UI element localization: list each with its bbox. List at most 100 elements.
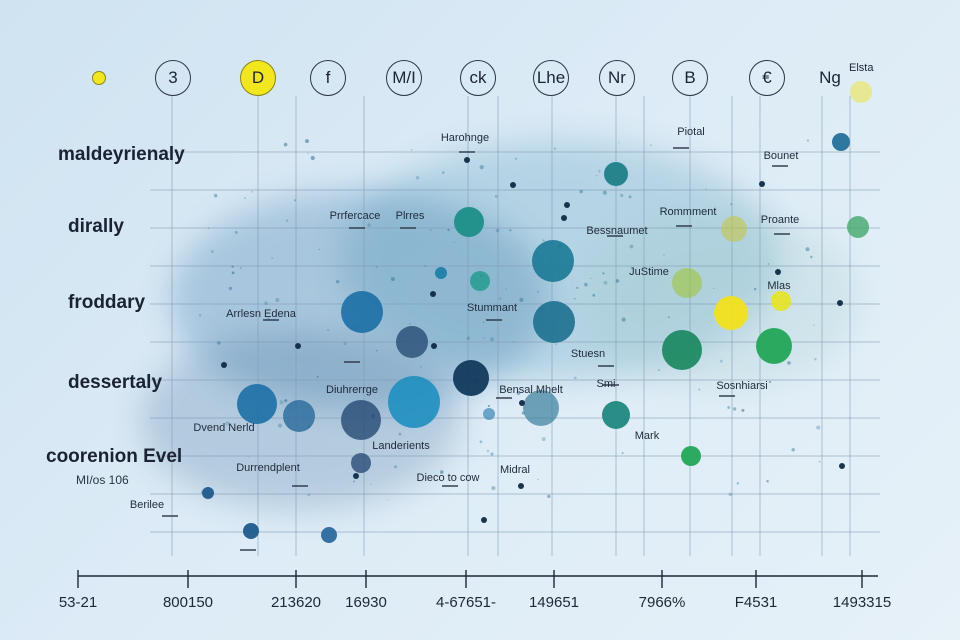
speck-dot bbox=[629, 244, 634, 249]
data-point-small bbox=[481, 517, 487, 523]
annotation-label: Rommment bbox=[659, 206, 717, 218]
speck-dot bbox=[225, 421, 230, 426]
speck-dot bbox=[736, 482, 740, 485]
speck-dot bbox=[441, 171, 445, 174]
speck-dot bbox=[667, 316, 670, 319]
annotation-label: Proante bbox=[760, 214, 800, 226]
data-bubble bbox=[243, 523, 259, 539]
data-bubble bbox=[662, 330, 702, 370]
speck-dot bbox=[316, 375, 319, 378]
speck-dot bbox=[663, 254, 665, 256]
speck-dot bbox=[376, 349, 378, 352]
speck-dot bbox=[719, 359, 723, 363]
speck-dot bbox=[621, 452, 624, 455]
speck-dot bbox=[805, 247, 810, 252]
speck-dot bbox=[553, 147, 557, 150]
speck-dot bbox=[278, 423, 283, 428]
speck-dot bbox=[285, 219, 289, 222]
speck-dot bbox=[741, 408, 745, 412]
grid-lines bbox=[150, 96, 880, 556]
speck-dot bbox=[537, 290, 539, 293]
annotation-label: Stuesn bbox=[570, 348, 606, 360]
speck-dot bbox=[574, 298, 576, 300]
speck-dot bbox=[579, 189, 583, 194]
speck-dot bbox=[482, 321, 485, 324]
speck-dot bbox=[490, 452, 494, 456]
speck-dot bbox=[584, 282, 588, 287]
speck-dot bbox=[813, 324, 815, 326]
x-tick-label: 16930 bbox=[345, 594, 387, 611]
annotation-label: JuStime bbox=[629, 266, 669, 278]
data-bubble bbox=[453, 360, 489, 396]
data-bubble bbox=[523, 390, 559, 426]
data-point-small bbox=[518, 483, 524, 489]
annotation-label: Plrres bbox=[395, 210, 425, 222]
speck-dot bbox=[615, 279, 620, 283]
x-tick-label: 1493315 bbox=[832, 594, 892, 611]
data-bubble bbox=[321, 527, 337, 543]
speck-dot bbox=[516, 391, 521, 395]
speck-dot bbox=[213, 193, 218, 198]
column-header-badge: 3 bbox=[155, 60, 191, 96]
speck-dot bbox=[810, 255, 813, 259]
speck-dot bbox=[519, 297, 524, 302]
speck-dot bbox=[712, 287, 715, 290]
speck-dot bbox=[698, 388, 701, 391]
speck-dot bbox=[398, 432, 402, 436]
data-point-small bbox=[775, 269, 781, 275]
corner-label: Elsta bbox=[849, 62, 874, 74]
speck-dot bbox=[420, 366, 422, 368]
speck-dot bbox=[439, 470, 444, 474]
x-tick-label: 53-21 bbox=[58, 594, 98, 611]
row-label: maldeyrienaly bbox=[58, 144, 185, 165]
annotation-label: Dvend Nerld bbox=[193, 422, 255, 434]
speck-dot bbox=[453, 241, 456, 243]
speck-dot bbox=[390, 277, 396, 282]
x-axis bbox=[77, 570, 878, 588]
annotation-label: Bessnaumet bbox=[586, 225, 648, 237]
speck-dot bbox=[576, 286, 579, 289]
column-header-badge: f bbox=[310, 60, 346, 96]
speck-dot bbox=[509, 228, 512, 232]
speck-dot bbox=[598, 169, 601, 173]
speck-dot bbox=[816, 425, 821, 430]
speck-dot bbox=[753, 287, 757, 291]
speck-dot bbox=[415, 176, 420, 180]
speck-dot bbox=[447, 228, 450, 231]
speck-dot bbox=[271, 257, 273, 259]
column-header-badge: D bbox=[240, 60, 276, 96]
annotation-label: Berilee bbox=[129, 499, 165, 511]
annotation-label: Durrendplent bbox=[236, 462, 300, 474]
data-point-small bbox=[295, 343, 301, 349]
speck-dot bbox=[479, 440, 483, 444]
data-bubble bbox=[237, 384, 277, 424]
speck-dot bbox=[387, 498, 390, 501]
speck-dot bbox=[732, 407, 737, 411]
data-point-small bbox=[353, 473, 359, 479]
data-point-small bbox=[759, 181, 765, 187]
speck-dot bbox=[482, 337, 485, 339]
speck-dot bbox=[479, 165, 484, 170]
row-sub-label: MI/os 106 bbox=[76, 473, 129, 487]
annotation-label: Sosnhiarsi bbox=[716, 380, 768, 392]
data-point-small bbox=[431, 343, 437, 349]
speck-dot bbox=[231, 265, 234, 268]
annotation-label: Harohnge bbox=[440, 132, 490, 144]
annotation-label: Midral bbox=[500, 464, 530, 476]
speck-dot bbox=[217, 341, 221, 345]
speck-dot bbox=[657, 369, 660, 372]
data-bubble bbox=[470, 271, 490, 291]
data-bubble bbox=[396, 326, 428, 358]
data-bubble bbox=[771, 291, 791, 311]
bubble-series bbox=[162, 81, 872, 551]
annotation-label: Dieco to cow bbox=[416, 472, 480, 484]
speck-dot bbox=[487, 404, 491, 408]
speck-dot bbox=[305, 139, 309, 144]
column-header-badge: Ng bbox=[819, 68, 841, 87]
data-point-small bbox=[564, 202, 570, 208]
data-bubble bbox=[483, 408, 495, 420]
speck-dot bbox=[592, 293, 596, 297]
speck-dot bbox=[367, 223, 371, 228]
column-header-badge: ck bbox=[460, 60, 496, 96]
speck-dot bbox=[251, 190, 254, 193]
